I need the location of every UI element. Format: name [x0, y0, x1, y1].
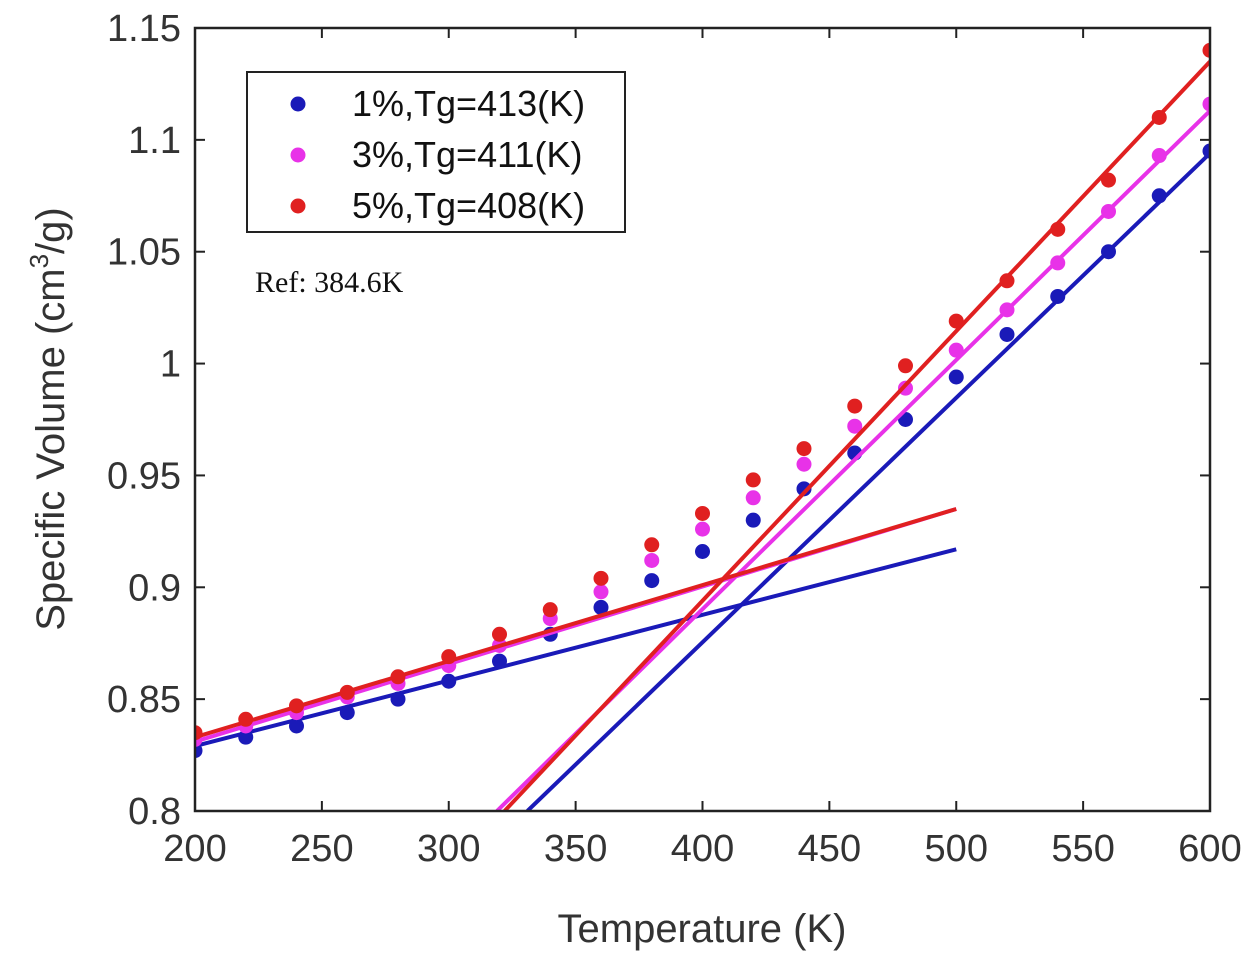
y-axis-title-main: Specific Volume (cm — [29, 268, 73, 630]
data-point-1pct — [1000, 327, 1015, 342]
legend-marker-1pct — [291, 97, 306, 112]
y-tick-label: 0.85 — [107, 679, 181, 721]
data-point-3pct — [1101, 204, 1116, 219]
data-point-1pct — [746, 513, 761, 528]
data-point-1pct — [1050, 289, 1065, 304]
data-point-3pct — [949, 343, 964, 358]
data-point-1pct — [1101, 244, 1116, 259]
data-point-1pct — [340, 705, 355, 720]
x-tick-label: 500 — [925, 828, 988, 870]
x-tick-label: 250 — [290, 828, 353, 870]
data-point-5pct — [695, 506, 710, 521]
x-axis-title: Temperature (K) — [558, 907, 847, 951]
data-point-5pct — [1050, 222, 1065, 237]
data-point-5pct — [391, 669, 406, 684]
x-tick-label: 550 — [1051, 828, 1114, 870]
reference-annotation: Ref: 384.6K — [255, 266, 404, 299]
data-point-1pct — [441, 674, 456, 689]
y-tick-label: 0.9 — [128, 567, 181, 609]
data-point-5pct — [898, 358, 913, 373]
data-point-1pct — [695, 544, 710, 559]
data-point-5pct — [644, 537, 659, 552]
data-point-1pct — [289, 718, 304, 733]
data-point-5pct — [441, 649, 456, 664]
data-point-1pct — [644, 573, 659, 588]
chart-container: 200 250 300 350 400 450 500 550 600 0.8 0.85 0.9 0.9… — [0, 0, 1260, 958]
legend-label-1pct: 1%,Tg=413(K) — [352, 83, 585, 124]
chart-background — [0, 0, 1260, 958]
x-tick-label: 400 — [671, 828, 734, 870]
y-tick-label: 1 — [160, 344, 181, 386]
y-axis-title: Specific Volume (cm3/g) — [24, 207, 73, 631]
data-point-3pct — [1000, 302, 1015, 317]
data-point-5pct — [746, 472, 761, 487]
y-axis-title-superscript: 3 — [24, 254, 54, 268]
x-tick-label: 200 — [163, 828, 226, 870]
x-tick-label: 600 — [1178, 828, 1241, 870]
x-tick-label: 350 — [544, 828, 607, 870]
data-point-5pct — [1000, 273, 1015, 288]
data-point-5pct — [847, 399, 862, 414]
data-point-1pct — [391, 692, 406, 707]
data-point-5pct — [289, 698, 304, 713]
data-point-5pct — [594, 571, 609, 586]
data-point-5pct — [238, 712, 253, 727]
data-point-5pct — [492, 627, 507, 642]
y-tick-label: 0.8 — [128, 791, 181, 833]
data-point-5pct — [1152, 110, 1167, 125]
data-point-5pct — [340, 685, 355, 700]
data-point-5pct — [543, 602, 558, 617]
data-point-3pct — [644, 553, 659, 568]
data-point-3pct — [1050, 255, 1065, 270]
data-point-3pct — [1152, 148, 1167, 163]
data-point-3pct — [594, 584, 609, 599]
data-point-3pct — [695, 522, 710, 537]
y-axis-title-unit: /g) — [29, 207, 73, 254]
data-point-3pct — [746, 490, 761, 505]
chart-svg: 200 250 300 350 400 450 500 550 600 0.8 0.85 0.9 0.9… — [0, 0, 1260, 958]
data-point-1pct — [1152, 188, 1167, 203]
data-point-5pct — [1101, 173, 1116, 188]
y-tick-label: 1.15 — [107, 8, 181, 50]
legend-label-3pct: 3%,Tg=411(K) — [352, 134, 582, 175]
legend: 1%,Tg=413(K) 3%,Tg=411(K) 5%,Tg=408(K) — [247, 72, 625, 232]
data-point-5pct — [797, 441, 812, 456]
data-point-1pct — [492, 654, 507, 669]
legend-marker-5pct — [291, 199, 306, 214]
y-tick-label: 1.05 — [107, 232, 181, 274]
x-tick-label: 300 — [417, 828, 480, 870]
data-point-3pct — [797, 457, 812, 472]
y-tick-label: 1.1 — [128, 120, 181, 162]
x-tick-label: 450 — [798, 828, 861, 870]
y-tick-label: 0.95 — [107, 455, 181, 497]
data-point-5pct — [949, 314, 964, 329]
legend-label-5pct: 5%,Tg=408(K) — [352, 185, 585, 226]
legend-marker-3pct — [291, 148, 306, 163]
data-point-1pct — [949, 369, 964, 384]
